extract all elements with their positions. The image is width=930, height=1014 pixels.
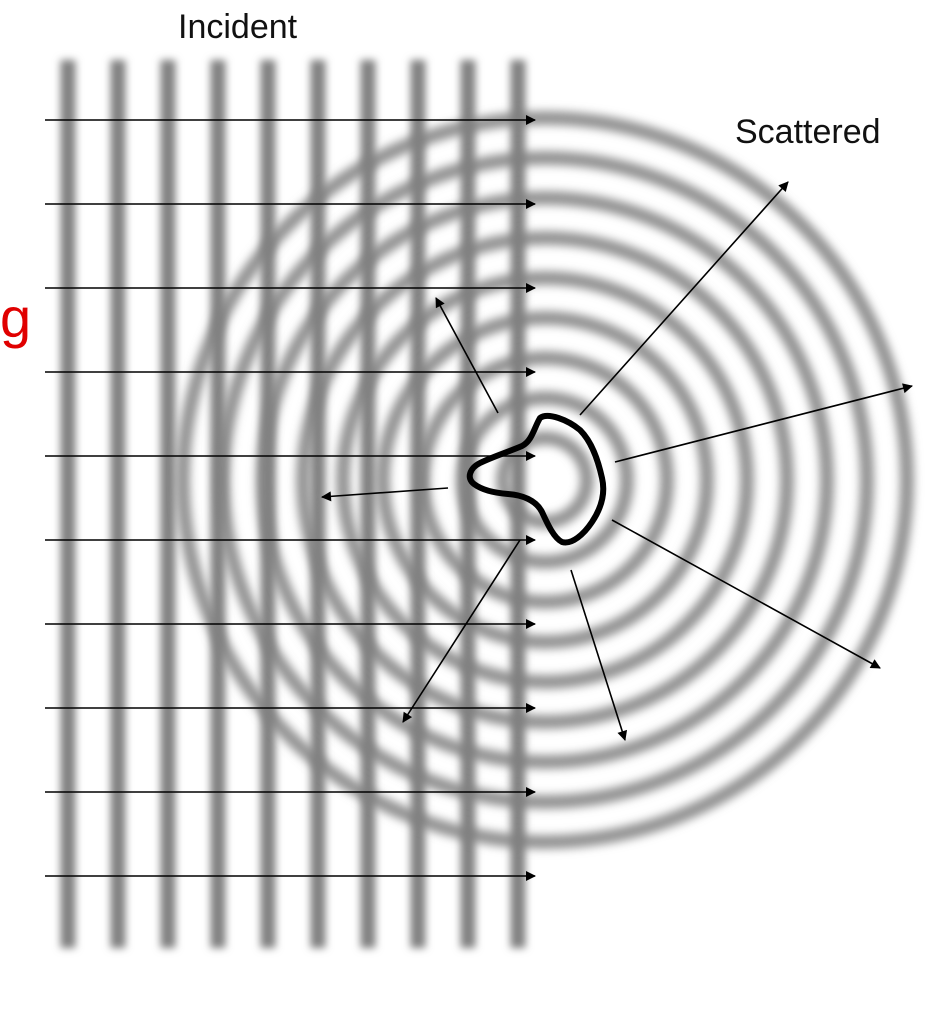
scatterer-shape — [466, 412, 607, 546]
scattered-ray-arrow — [579, 181, 789, 416]
scattered-ray-arrow — [570, 569, 628, 741]
scattered-ray-arrow — [614, 383, 913, 463]
incident-wavefronts — [60, 60, 526, 948]
scattered-wavefront — [216, 151, 874, 809]
scattered-label: Scattered — [735, 113, 881, 151]
clipped-edge-text: g — [0, 286, 32, 349]
scattered-wavefront — [456, 391, 634, 569]
scattered-wavefront — [336, 271, 754, 689]
scattered-wavefront — [296, 231, 794, 729]
scattered-wavefront — [416, 351, 674, 609]
scattered-ray-arrow — [435, 297, 499, 414]
scattered-ray-arrow — [402, 539, 521, 723]
incident-ray-arrows — [45, 115, 536, 881]
scattered-wavefront — [176, 111, 914, 849]
scattered-ray-arrows — [321, 181, 913, 741]
incident-label: Incident — [178, 8, 298, 46]
scattered-ray-arrow — [611, 519, 881, 669]
scattered-ray-arrow — [321, 487, 449, 502]
scattered-wavefront — [256, 191, 834, 769]
scattered-wavefront — [376, 311, 714, 649]
scattered-wavefronts — [176, 111, 914, 849]
